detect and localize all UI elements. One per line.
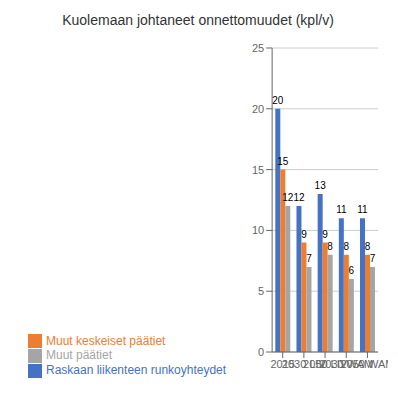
svg-text:9: 9 [301,229,307,240]
svg-text:10: 10 [252,224,264,236]
svg-text:11: 11 [357,204,368,215]
svg-text:15: 15 [252,164,264,176]
svg-text:8: 8 [344,241,350,252]
svg-text:6: 6 [349,265,355,276]
svg-text:7: 7 [306,253,312,264]
svg-text:9: 9 [322,229,328,240]
html-text:Kuolemaan johtaneet onnettomuu: Kuolemaan johtaneet onnettomuudet (kpl/v… [62,12,334,28]
svg-text:7: 7 [370,253,376,264]
svg-text:12: 12 [293,192,305,203]
svg-text:20: 20 [252,103,264,115]
svg-text:2050 WAM: 2050 WAM [340,358,388,370]
svg-text:25: 25 [252,42,264,54]
svg-text:0: 0 [258,346,264,358]
svg-text:13: 13 [315,180,327,191]
html-text:Muut keskeiset päätiet: Muut keskeiset päätiet [46,333,166,348]
svg-text:20: 20 [272,95,284,106]
html-text:Muut päätiet: Muut päätiet [46,348,112,363]
svg-text:12: 12 [282,192,294,203]
svg-text:11: 11 [336,204,347,215]
svg-text:8: 8 [365,241,371,252]
svg-text:8: 8 [327,241,333,252]
svg-text:5: 5 [258,285,264,297]
svg-text:15: 15 [277,156,289,167]
html-text:Raskaan liikenteen runkoyhteyd: Raskaan liikenteen runkoyhteydet [46,363,227,378]
